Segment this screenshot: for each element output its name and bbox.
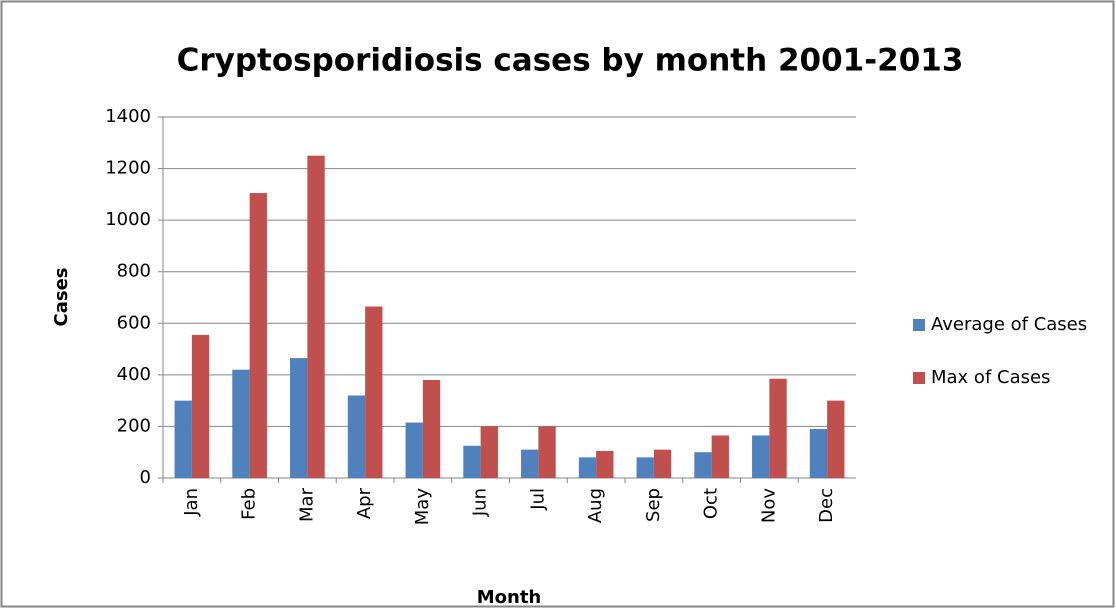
bar [174,400,192,478]
x-tick-label: Aug [585,488,606,523]
x-tick-label: Dec [816,488,837,523]
bar [249,193,267,478]
x-tick-label: Jul [527,488,548,511]
chart-title: Cryptosporidiosis cases by month 2001-20… [177,43,964,79]
x-tick-label: Sep [643,488,664,522]
legend-swatch [913,319,925,331]
bar [463,445,481,478]
bar [694,452,712,478]
bar [809,429,828,478]
bar [422,380,441,478]
legend-label: Max of Cases [931,367,1050,388]
x-tick-label: Jan [181,488,202,517]
bar [480,426,498,478]
bar [769,378,787,478]
bar [307,155,325,478]
x-tick-label: Feb [239,488,260,520]
bar [752,435,770,478]
bar [653,449,672,478]
legend-swatch [913,372,925,384]
x-tick-label: Mar [296,487,317,522]
y-tick-label: 600 [117,312,151,333]
y-tick-label: 1400 [105,106,151,127]
bar [405,422,423,478]
y-tick-label: 0 [140,467,151,488]
x-tick-label: May [412,488,433,526]
y-tick-label: 200 [117,415,151,436]
bar [827,400,845,478]
y-axis-title: Cases [51,268,72,327]
bar [232,369,250,478]
y-tick-label: 1200 [105,158,151,179]
y-tick-label: 400 [117,364,151,385]
legend-label: Average of Cases [931,314,1087,335]
bar [521,449,539,478]
bar [290,358,308,478]
y-tick-label: 1000 [105,209,151,230]
bar [347,395,366,478]
bar [191,334,210,478]
x-axis-title: Month [477,587,542,608]
bar [636,457,654,478]
bar [538,426,556,478]
x-tick-label: Apr [354,487,375,519]
bar [596,450,614,478]
x-tick-label: Oct [701,488,722,519]
bar [365,306,383,478]
bar [578,457,597,478]
x-tick-label: Jun [470,488,491,517]
y-tick-label: 800 [117,261,151,282]
bar [711,435,729,478]
x-tick-label: Nov [758,488,779,523]
